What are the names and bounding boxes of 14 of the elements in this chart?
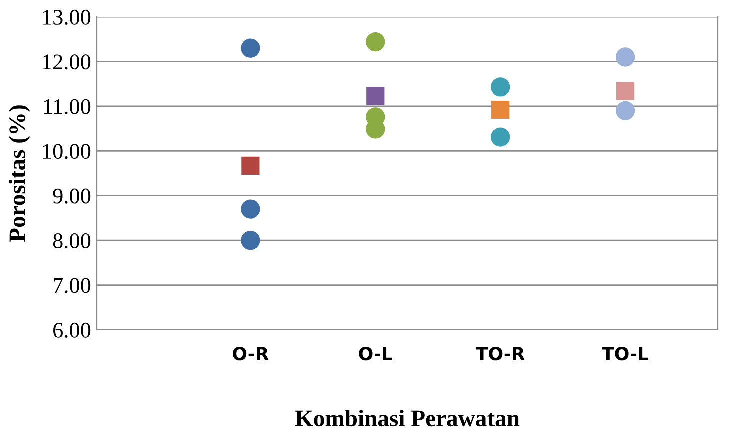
x-tick-label: TO-R xyxy=(476,346,525,361)
y-tick-label: 11.00 xyxy=(44,99,91,114)
y-tick-label: 6.00 xyxy=(54,322,91,338)
y-tick-label: 13.00 xyxy=(43,10,91,26)
x-tick-label: O-R xyxy=(233,346,269,361)
y-tick-label: 9.00 xyxy=(53,188,91,204)
x-axis-title: Kombinasi Perawatan xyxy=(295,410,520,427)
y-tick-label: 12.00 xyxy=(43,54,91,70)
y-tick-label: 10.00 xyxy=(43,144,91,160)
x-tick-label: TO-L xyxy=(602,346,649,361)
x-tick-label: O-L xyxy=(359,346,392,361)
y-axis-title: Porositas (%) xyxy=(8,106,30,242)
y-tick-label: 7.00 xyxy=(54,278,91,294)
y-tick-label: 8.00 xyxy=(53,234,91,249)
